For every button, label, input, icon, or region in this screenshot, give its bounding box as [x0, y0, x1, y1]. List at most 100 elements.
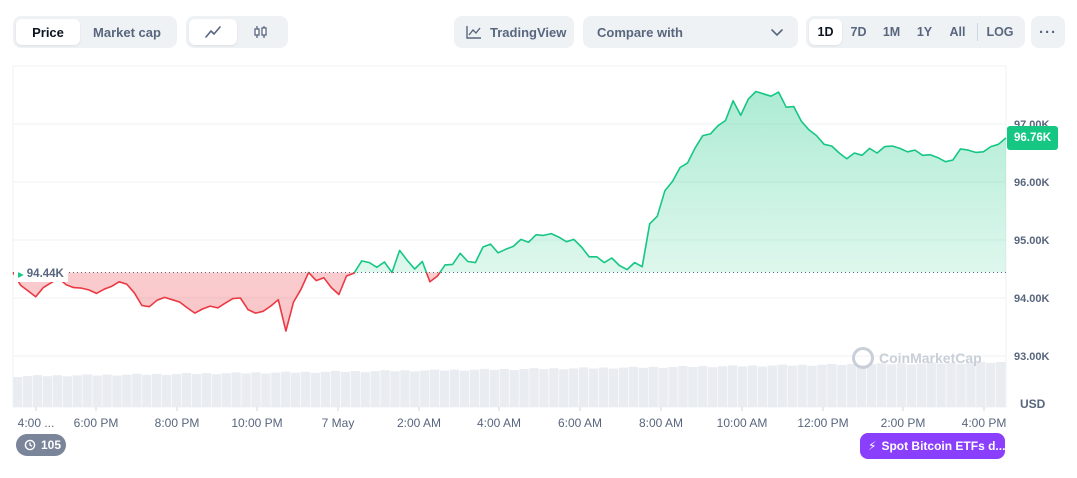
volume-bar: [767, 365, 778, 407]
volume-bar: [102, 374, 112, 407]
volume-bar: [916, 363, 926, 407]
volume-bar: [857, 365, 867, 407]
volume-bar: [598, 367, 609, 407]
volume-bar: [82, 374, 92, 407]
volume-bar: [837, 364, 847, 407]
compare-label: Compare with: [597, 24, 683, 40]
volume-bar: [996, 361, 1006, 407]
volume-bar: [132, 373, 142, 407]
line-chart-icon: [205, 26, 221, 38]
volume-bar: [161, 374, 172, 407]
volume-bar: [946, 362, 956, 407]
x-tick-label: 4:00 PM: [962, 416, 1007, 430]
volume-bar: [221, 373, 231, 407]
volume-bar: [747, 365, 758, 407]
open-price-label: ▸ 94.44K: [14, 265, 68, 282]
volume-bar: [718, 366, 728, 407]
current-price-badge: 96.76K: [1007, 126, 1058, 150]
candlestick-button[interactable]: [237, 19, 285, 45]
volume-bar: [678, 366, 688, 407]
volume-bar: [519, 369, 529, 407]
tradingview-icon: [466, 26, 481, 39]
events-badge[interactable]: 105: [16, 434, 66, 456]
volume-bar: [956, 363, 966, 407]
log-scale-button[interactable]: LOG: [986, 25, 1014, 39]
volume-bar: [181, 373, 192, 407]
volume-bar: [847, 364, 857, 407]
volume-bar: [618, 367, 629, 407]
x-tick-label: 10:00 AM: [717, 416, 768, 430]
volume-bar: [410, 371, 420, 407]
volume-bar: [400, 370, 410, 407]
chevron-down-icon: [771, 29, 783, 37]
y-tick-label: 93.00K: [1014, 351, 1050, 363]
etf-event-badge[interactable]: ⚡ Spot Bitcoin ETFs d...: [860, 433, 1005, 459]
volume-bar: [539, 369, 549, 407]
volume-bar: [52, 375, 63, 407]
volume-bar: [350, 371, 360, 407]
compare-with-dropdown[interactable]: Compare with: [583, 16, 798, 48]
x-tick-label: 7 May: [322, 416, 355, 430]
volume-bar: [211, 374, 221, 407]
volume-bar: [489, 369, 499, 407]
coinmarketcap-watermark: CoinMarketCap: [852, 347, 982, 369]
volume-bar: [658, 367, 668, 407]
chart-toolbar: Price Market cap TradingView Compare wit…: [0, 16, 1077, 48]
volume-bar: [251, 372, 261, 407]
x-tick-label: 10:00 PM: [231, 416, 282, 430]
price-line-down: [12, 272, 441, 332]
volume-bars: [13, 361, 1006, 407]
x-tick-label: 2:00 AM: [397, 416, 441, 430]
open-price-value: 94.44K: [26, 267, 64, 280]
volume-bar: [698, 366, 708, 407]
tradingview-button[interactable]: TradingView: [454, 16, 574, 48]
volume-bar: [291, 372, 301, 407]
volume-bar: [281, 371, 291, 407]
history-icon: [24, 439, 36, 451]
volume-bar: [569, 368, 579, 407]
time-range-toggle: 1D 7D 1M 1Y All LOG: [806, 16, 1025, 48]
volume-bar: [549, 368, 559, 407]
currency-label: USD: [1020, 397, 1046, 411]
volume-bar: [668, 366, 678, 407]
chart-type-toggle: [186, 16, 288, 48]
tab-market-cap[interactable]: Market cap: [93, 24, 161, 40]
range-7d[interactable]: 7D: [850, 25, 867, 39]
volume-bar: [271, 372, 281, 407]
volume-bar: [469, 369, 480, 407]
line-chart-button[interactable]: [189, 19, 237, 45]
volume-bar: [906, 364, 917, 407]
volume-bar: [936, 363, 946, 407]
volume-bar: [708, 367, 718, 407]
volume-bar: [608, 368, 619, 407]
volume-bar: [787, 365, 797, 407]
volume-bar: [807, 365, 817, 407]
price-line-up: [13, 90, 1007, 273]
volume-bar: [886, 364, 897, 407]
volume-bar: [638, 367, 648, 407]
volume-bar: [737, 366, 748, 407]
range-1y[interactable]: 1Y: [916, 25, 933, 39]
volume-bar: [529, 368, 539, 407]
volume-bar: [727, 365, 738, 407]
tab-price[interactable]: Price: [16, 19, 80, 45]
more-options-button[interactable]: ···: [1031, 16, 1065, 48]
volume-bar: [499, 368, 509, 407]
y-tick-label: 96.00K: [1014, 177, 1050, 189]
volume-bar: [976, 361, 986, 407]
etf-event-label: Spot Bitcoin ETFs d...: [881, 439, 1005, 453]
volume-bar: [72, 375, 82, 407]
lightning-icon: ⚡: [868, 439, 877, 453]
volume-bar: [757, 366, 768, 407]
range-1d[interactable]: 1D: [809, 19, 842, 45]
volume-bar: [777, 364, 787, 407]
x-tick-label: 12:00 PM: [797, 416, 848, 430]
volume-bar: [122, 374, 132, 407]
range-all[interactable]: All: [949, 25, 966, 39]
volume-bar: [42, 376, 53, 407]
volume-bar: [380, 370, 390, 407]
volume-bar: [827, 363, 837, 407]
volume-bar: [112, 375, 122, 407]
range-1m[interactable]: 1M: [882, 25, 901, 39]
